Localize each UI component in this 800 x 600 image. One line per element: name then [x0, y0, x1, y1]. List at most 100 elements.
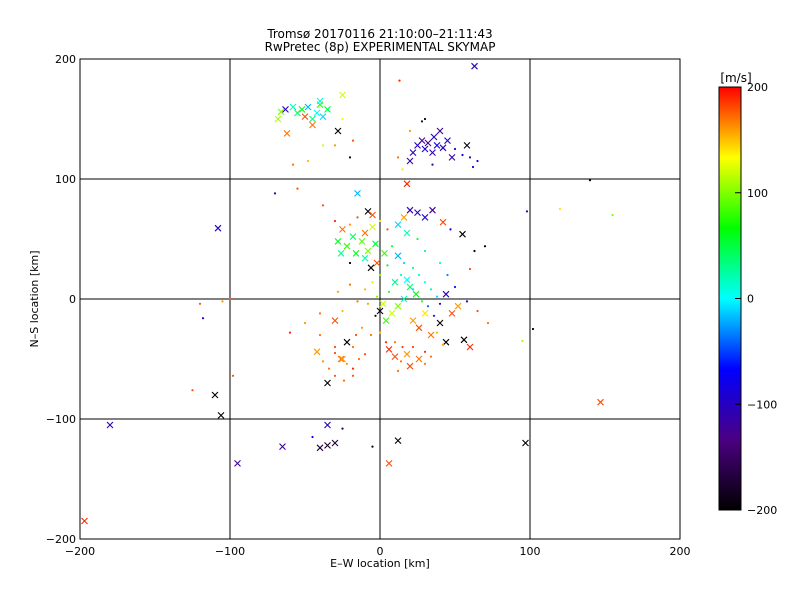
data-point-dot: [374, 314, 377, 317]
data-point-cross: [433, 142, 441, 149]
data-point-cross: [324, 379, 331, 387]
data-point-cross: [343, 242, 351, 250]
data-point-dot: [402, 261, 406, 265]
data-point-dot: [386, 264, 389, 267]
data-point-dot: [416, 237, 419, 241]
data-point-dot: [201, 317, 205, 320]
data-point-dot: [191, 389, 194, 392]
data-point-dot: [449, 228, 452, 231]
data-point-cross: [471, 62, 478, 70]
data-point-cross: [421, 145, 429, 153]
data-point-cross: [442, 290, 450, 298]
data-point-cross: [334, 238, 342, 245]
data-point-dot: [611, 213, 614, 217]
data-point-dot: [411, 266, 415, 269]
data-point-dot: [378, 331, 382, 334]
data-point-cross: [429, 206, 436, 214]
data-point-cross: [349, 233, 357, 240]
data-point-cross: [214, 224, 222, 232]
data-point-dot: [431, 163, 434, 166]
data-point-dot: [558, 207, 562, 211]
data-point-cross: [418, 137, 426, 144]
data-point-dot: [336, 290, 340, 293]
data-point-dot: [468, 267, 472, 271]
x-tick-label: −100: [215, 545, 245, 558]
data-point-dot: [366, 302, 370, 305]
data-point-cross: [597, 398, 604, 406]
data-point-cross: [459, 230, 466, 238]
data-point-cross: [354, 190, 361, 197]
data-point-cross: [381, 250, 388, 257]
data-point-cross: [379, 300, 387, 308]
data-point-cross: [304, 103, 312, 111]
data-point-cross: [352, 250, 360, 257]
data-point-cross: [369, 223, 376, 231]
y-axis-label: N–S location [km]: [28, 250, 41, 347]
data-point-cross: [283, 130, 291, 137]
data-point-dot: [378, 273, 382, 277]
data-point-cross: [282, 106, 289, 113]
data-point-dot: [369, 333, 373, 337]
data-point-cross: [400, 214, 408, 221]
data-point-dot: [588, 179, 592, 182]
data-point-cross: [391, 353, 399, 360]
data-point-cross: [448, 154, 456, 161]
data-point-dot: [333, 219, 337, 223]
data-point-dot: [525, 210, 529, 213]
data-point-cross: [361, 254, 369, 262]
data-point-dot: [351, 374, 355, 377]
data-point-dot: [356, 300, 359, 303]
data-point-cross: [444, 137, 451, 144]
data-point-dot: [378, 219, 382, 223]
data-point-dot: [423, 281, 427, 284]
data-point-dot: [371, 445, 374, 448]
data-point-dot: [354, 333, 358, 337]
data-point-dot: [231, 374, 235, 377]
y-tick-label: −200: [46, 533, 76, 546]
colorbar-label: [m/s]: [720, 71, 751, 85]
data-point-cross: [394, 302, 402, 310]
data-point-cross: [403, 276, 411, 284]
data-point-cross: [406, 206, 414, 214]
data-point-cross: [372, 240, 379, 248]
data-point-dot: [321, 360, 325, 363]
data-point-cross: [391, 278, 399, 286]
data-point-dot: [357, 357, 361, 361]
data-point-dot: [351, 367, 355, 370]
y-tick-label: 100: [55, 173, 76, 186]
data-point-cross: [81, 517, 88, 525]
data-point-dot: [432, 314, 436, 317]
data-point-cross: [421, 310, 429, 317]
data-point-dot: [345, 362, 349, 365]
data-point-dot: [441, 343, 445, 346]
data-point-dot: [348, 156, 352, 159]
data-points: [81, 62, 614, 525]
data-point-cross: [324, 106, 331, 113]
data-point-dot: [303, 321, 307, 325]
data-point-dot: [318, 312, 322, 315]
data-point-cross: [421, 214, 429, 221]
data-point-dot: [423, 350, 427, 353]
data-point-cross: [106, 421, 114, 429]
data-point-cross: [364, 247, 372, 255]
data-point-dot: [228, 297, 232, 301]
data-point-cross: [369, 211, 376, 219]
data-point-dot: [423, 117, 427, 121]
data-point-dot: [396, 369, 400, 373]
chart-title: Tromsø 20170116 21:10:00–21:11:43: [266, 27, 492, 41]
gridlines: [80, 59, 680, 539]
data-point-cross: [279, 443, 286, 450]
data-point-dot: [333, 351, 337, 355]
data-point-dot: [221, 300, 224, 303]
x-axis-label: E–W location [km]: [330, 557, 430, 570]
data-point-dot: [333, 374, 337, 377]
data-point-dot: [423, 362, 427, 365]
data-point-cross: [439, 144, 447, 152]
data-point-cross: [376, 307, 384, 315]
data-point-dot: [435, 295, 439, 298]
data-point-dot: [327, 367, 331, 370]
data-point-cross: [394, 252, 402, 260]
data-point-dot: [429, 355, 433, 358]
data-point-cross: [319, 113, 327, 120]
